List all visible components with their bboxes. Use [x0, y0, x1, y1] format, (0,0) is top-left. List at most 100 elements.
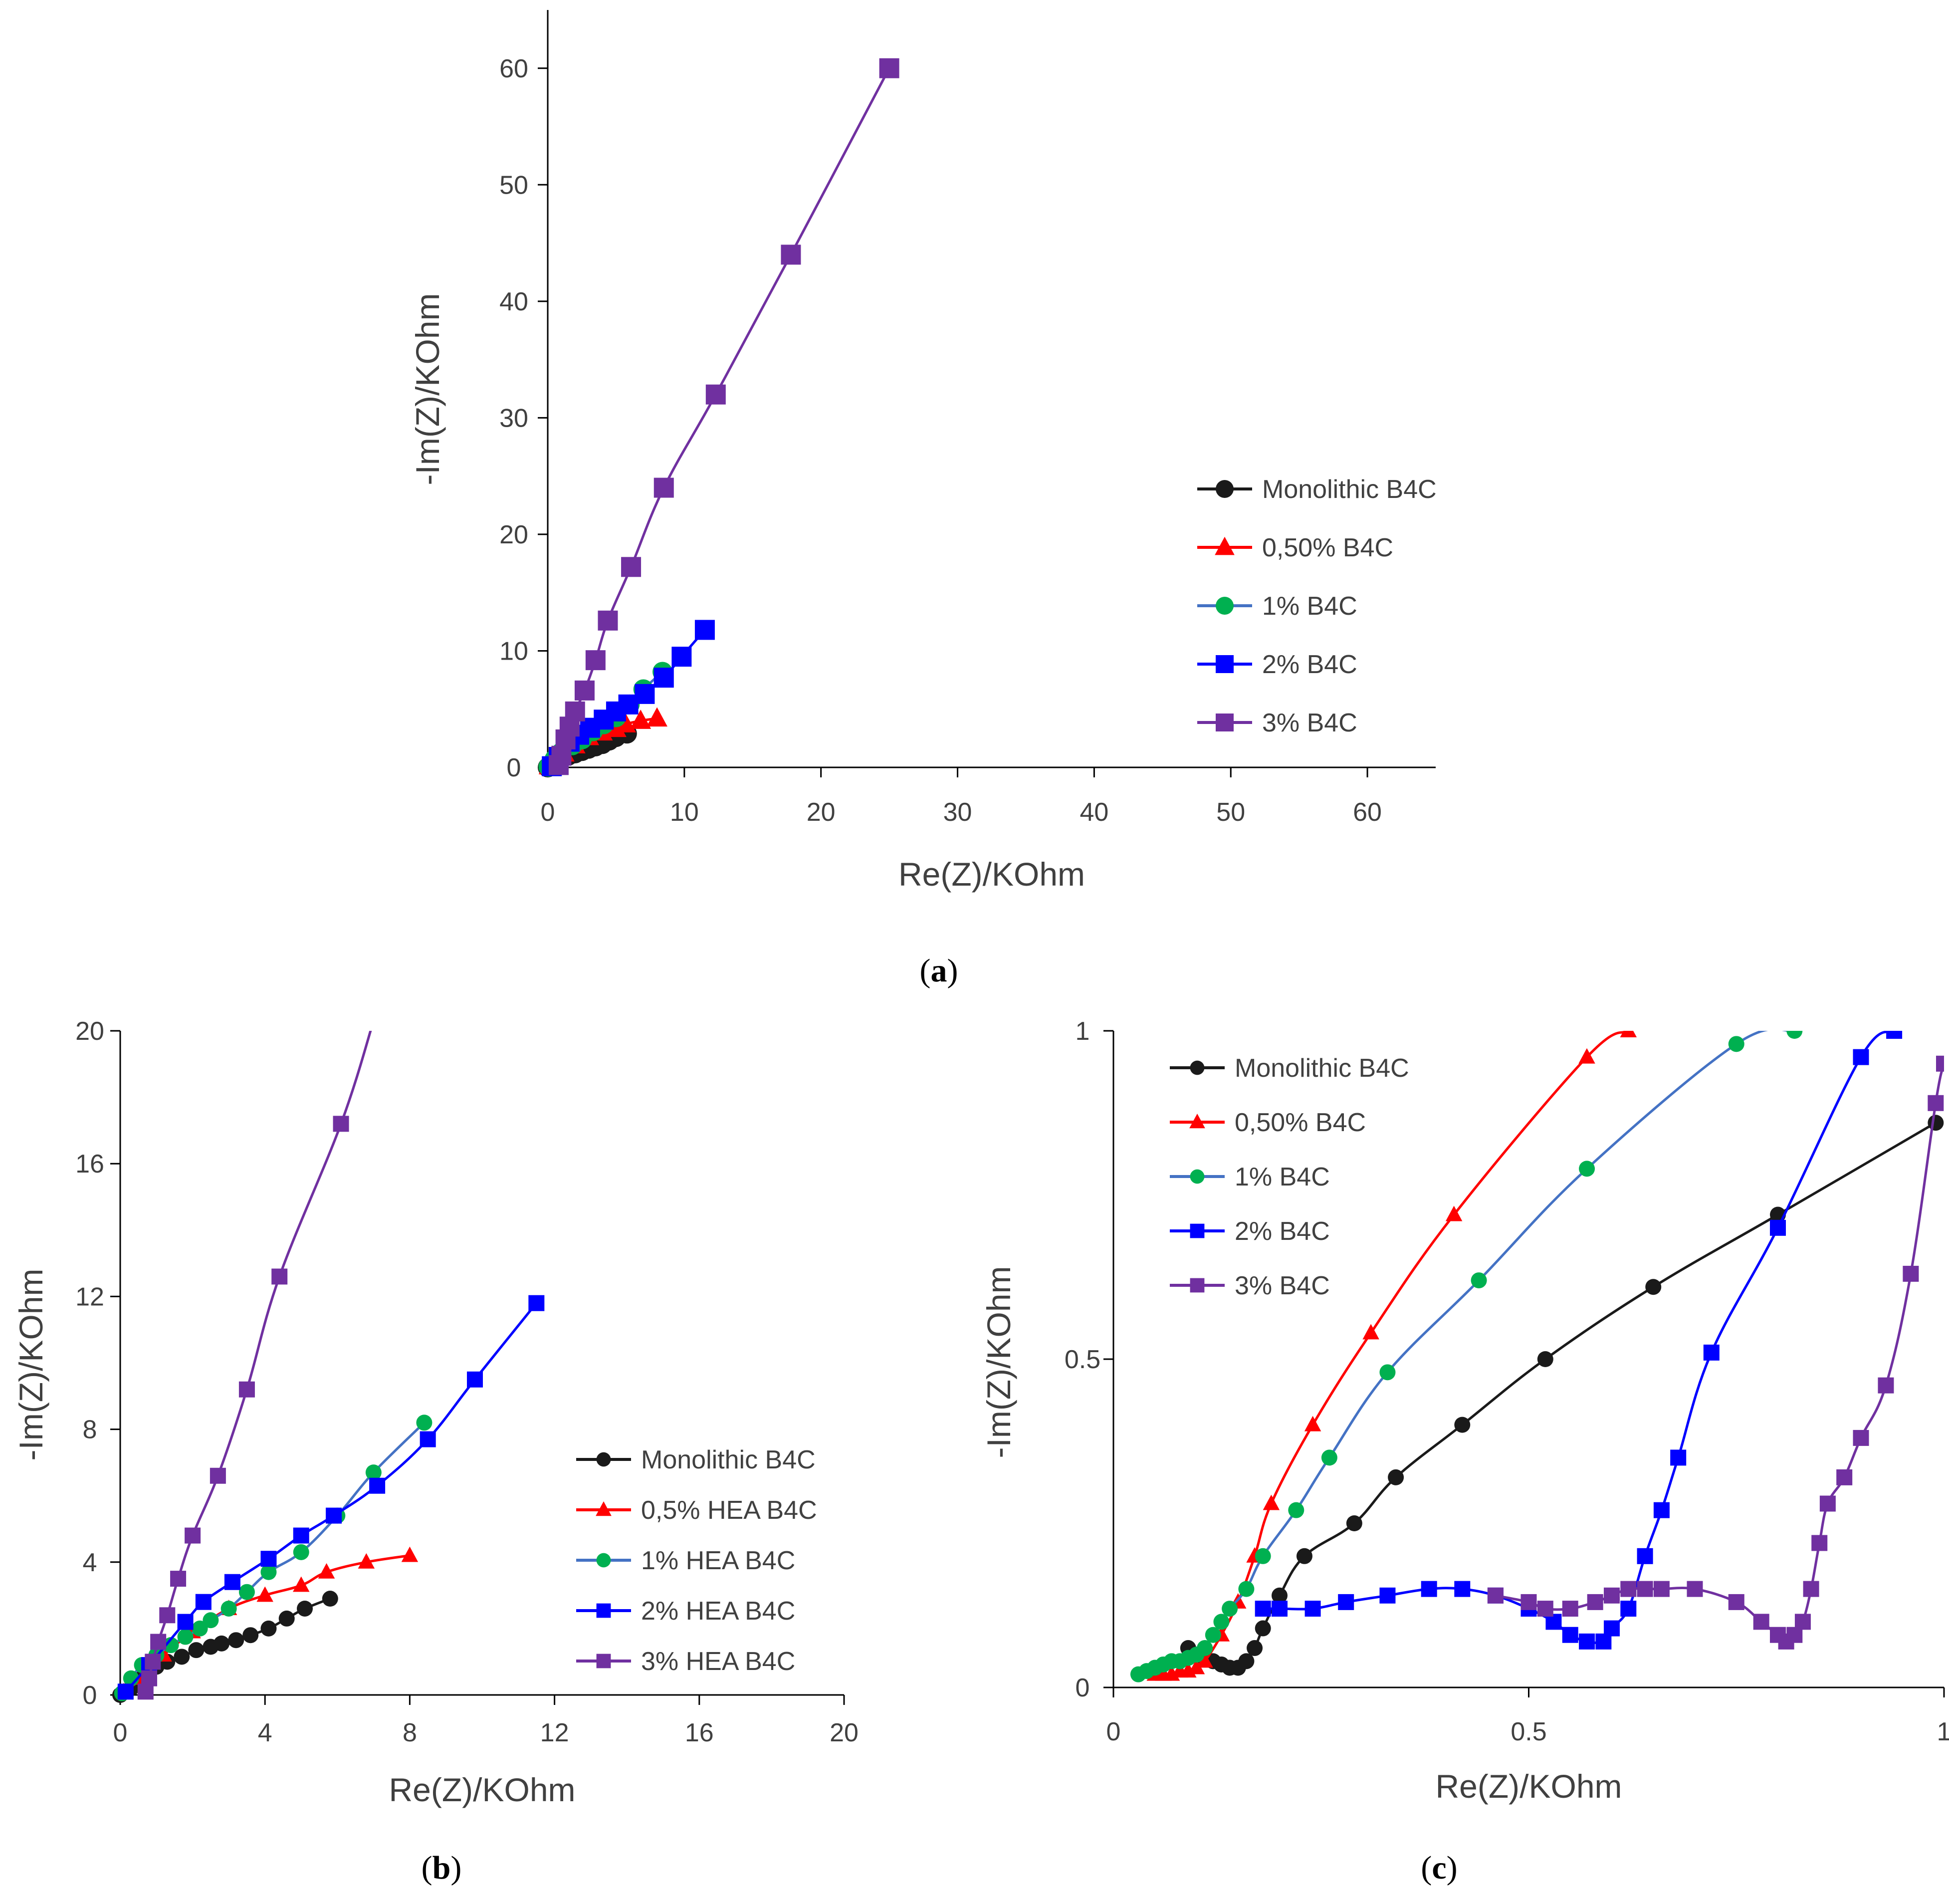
data-point [528, 1295, 545, 1311]
data-point [145, 1654, 161, 1670]
data-point [260, 1620, 277, 1637]
data-point [242, 1627, 259, 1644]
legend-marker [1216, 597, 1234, 615]
data-point [647, 707, 667, 727]
data-point [1645, 1279, 1662, 1295]
legend-marker [1216, 480, 1234, 498]
data-point [1587, 1594, 1603, 1610]
data-point [1520, 1594, 1537, 1610]
series-line [1495, 1063, 1944, 1643]
data-point [1928, 1095, 1944, 1111]
x-tick-label: 16 [685, 1718, 714, 1747]
data-point [238, 1381, 255, 1398]
y-tick-label: 1 [1076, 1017, 1090, 1046]
x-tick-label: 10 [670, 798, 699, 827]
data-point [293, 1527, 309, 1544]
data-point [1786, 1031, 1803, 1039]
x-axis-title: Re(Z)/KOhm [389, 1771, 575, 1808]
legend-label: 1% B4C [1262, 592, 1357, 621]
data-point [705, 384, 726, 405]
x-tick-label: 40 [1080, 798, 1108, 827]
data-point [1288, 1502, 1304, 1518]
data-point [1445, 1205, 1463, 1221]
data-point [1471, 1272, 1487, 1289]
series-line [557, 67, 890, 766]
legend-label: 1% B4C [1235, 1163, 1330, 1191]
y-tick-label: 20 [75, 1017, 104, 1046]
data-point [653, 668, 674, 688]
data-point [1421, 1581, 1437, 1597]
data-point [220, 1600, 237, 1617]
y-tick-label: 0 [83, 1681, 97, 1710]
data-point [177, 1614, 194, 1630]
data-point [1454, 1417, 1471, 1433]
data-point [574, 680, 595, 701]
legend-label: 0,50% B4C [1235, 1108, 1366, 1137]
data-point [1272, 1587, 1288, 1604]
data-point [163, 1637, 179, 1654]
x-axis-title: Re(Z)/KOhm [1435, 1768, 1622, 1805]
legend-label: 3% HEA B4C [641, 1647, 795, 1676]
legend-marker [596, 1553, 611, 1568]
data-point [1296, 1548, 1312, 1564]
data-point [1255, 1620, 1271, 1637]
chart-panel-a: 0 10 20 30 40 50 60 0 10 20 30 40 50 60 Re(Z)/KOhm -Im(… [409, 10, 1437, 893]
legend-marker [596, 1603, 611, 1618]
data-point [150, 1634, 167, 1650]
data-point [1770, 1219, 1786, 1236]
y-tick-label: 0.5 [1065, 1345, 1100, 1374]
data-point [1687, 1581, 1703, 1597]
data-point [1753, 1614, 1769, 1630]
data-point [781, 244, 801, 265]
y-axis-title: -Im(Z)/KOhm [409, 293, 446, 485]
data-point [1388, 1469, 1404, 1485]
legend-marker [596, 1452, 611, 1467]
x-tick-label: 4 [258, 1718, 272, 1747]
data-point [333, 1116, 349, 1132]
data-point [1205, 1627, 1221, 1643]
series-line [1155, 1031, 1629, 1676]
data-point [1604, 1587, 1620, 1604]
data-point [671, 647, 692, 667]
legend: Monolithic B4C 0,50% B4C 1% B4C 2% B4C 3% B4… [1197, 475, 1437, 737]
data-point [195, 1594, 212, 1610]
x-axis-title: Re(Z)/KOhm [898, 856, 1085, 893]
data-point [260, 1551, 277, 1567]
data-point [694, 620, 715, 640]
legend-label: Monolithic B4C [1262, 475, 1437, 504]
plot-area [538, 58, 899, 777]
data-point [1728, 1036, 1744, 1052]
data-point [177, 1629, 194, 1645]
data-point [224, 1574, 240, 1590]
data-point [1379, 1587, 1396, 1604]
data-point [293, 1544, 309, 1560]
data-point [1794, 1614, 1811, 1630]
legend-marker [1190, 1223, 1205, 1238]
data-point [365, 1464, 382, 1481]
plot-area [112, 1031, 545, 1703]
y-tick-label: 12 [75, 1282, 104, 1311]
data-point [358, 1553, 375, 1569]
data-point [1853, 1049, 1869, 1065]
data-point [1346, 1515, 1362, 1531]
legend: Monolithic B4C 0,5% HEA B4C 1% HEA B4C 2% H… [576, 1445, 817, 1676]
y-tick-label: 16 [75, 1150, 104, 1179]
data-point [416, 1415, 433, 1431]
data-point [1321, 1449, 1337, 1466]
data-point [192, 1620, 208, 1637]
x-tick-label: 20 [807, 798, 836, 827]
data-point [1928, 1115, 1944, 1131]
caption-c: (c) [1421, 1850, 1457, 1886]
data-point [1196, 1652, 1213, 1668]
data-point [598, 610, 618, 631]
data-point [1936, 1055, 1944, 1072]
data-point [420, 1431, 436, 1447]
x-tick-label: 0 [1106, 1717, 1121, 1746]
data-point [1238, 1581, 1255, 1597]
data-point [1728, 1594, 1744, 1610]
data-point [203, 1612, 219, 1629]
legend-label: 0,50% B4C [1262, 533, 1393, 562]
data-point [630, 710, 651, 729]
data-point [1903, 1265, 1919, 1282]
